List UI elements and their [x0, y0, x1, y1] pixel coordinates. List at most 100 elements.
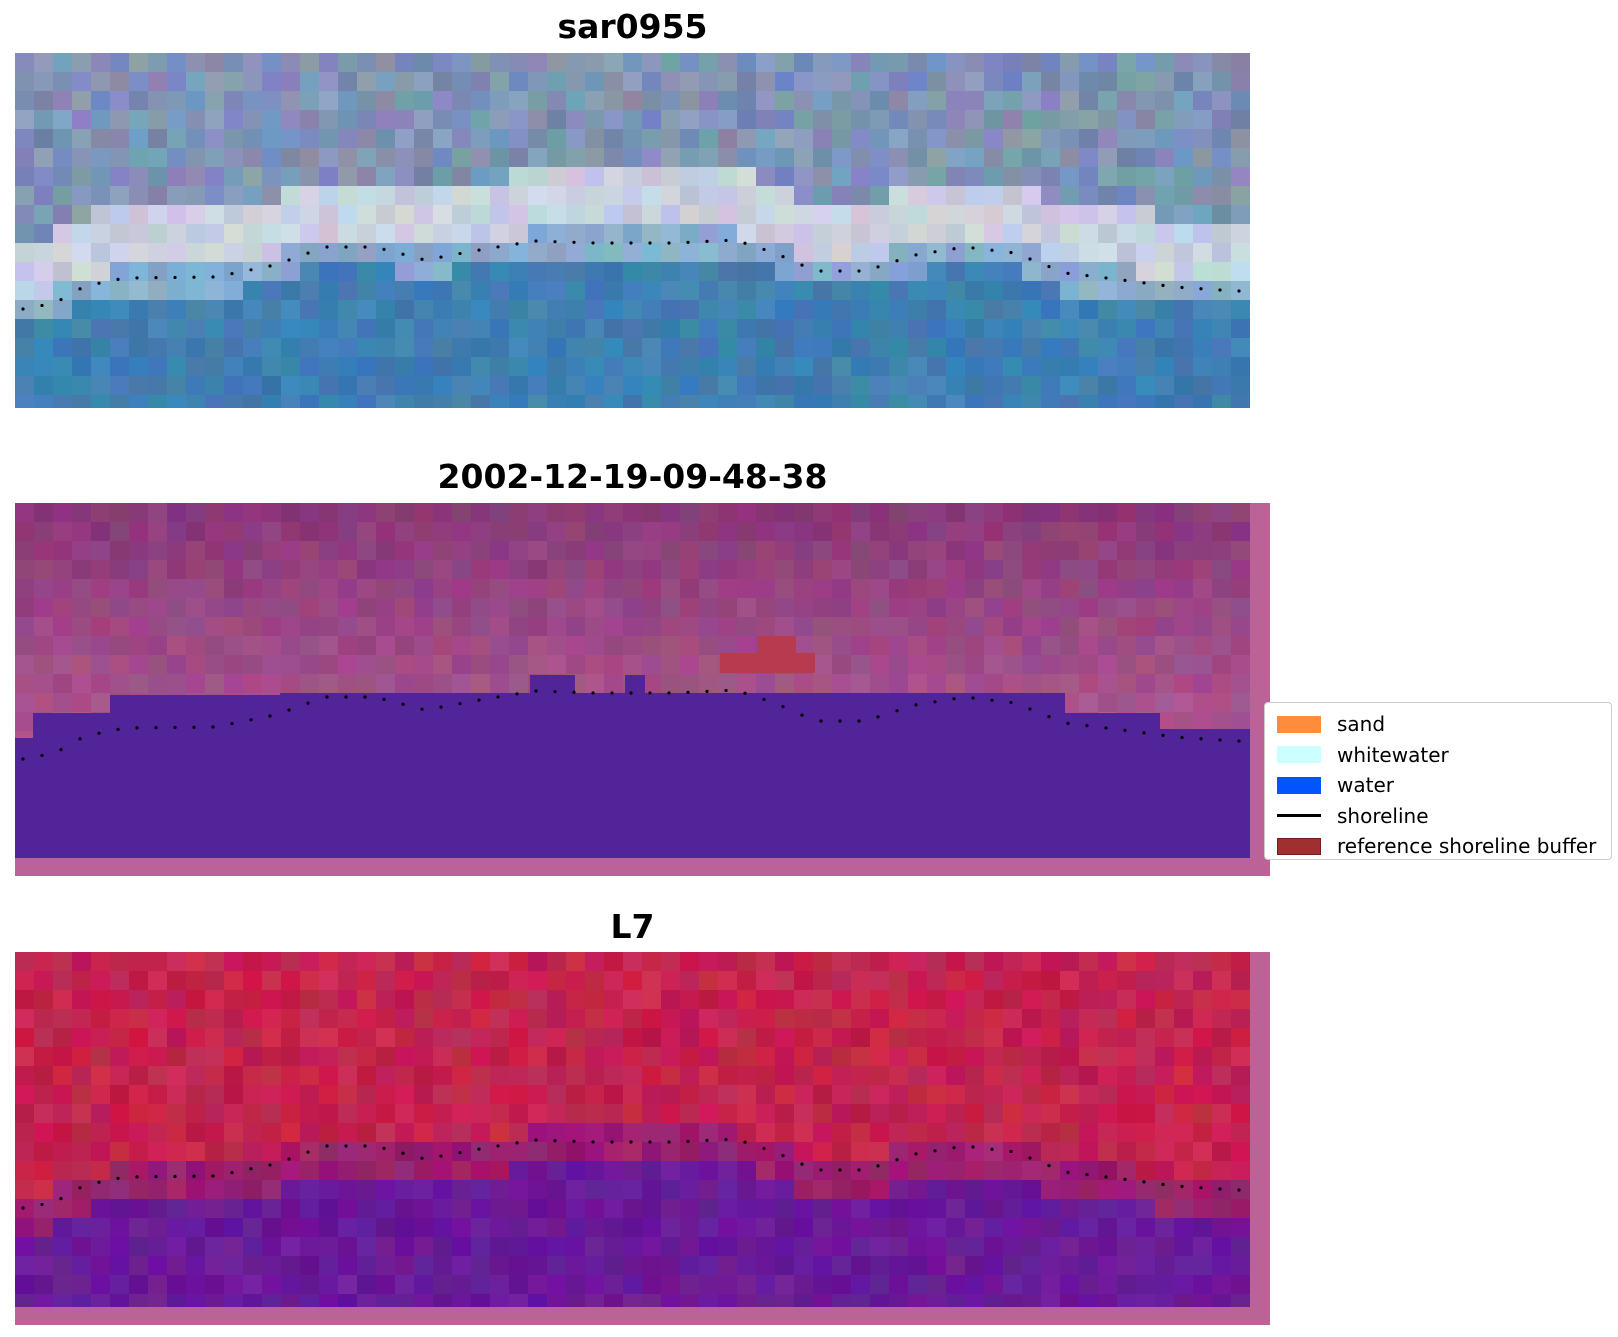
shoreline-point [1218, 738, 1222, 742]
shoreline-point [743, 691, 747, 695]
shoreline-point [553, 1139, 557, 1143]
shoreline-point [1028, 1156, 1032, 1160]
rgb-image-canvas [15, 53, 1250, 408]
shoreline-point [21, 757, 25, 761]
shoreline-point [325, 695, 329, 699]
shoreline-point [515, 242, 519, 246]
shoreline-point [249, 1167, 253, 1171]
shoreline-point [420, 707, 424, 711]
shoreline-point [971, 246, 975, 250]
shoreline-point [857, 719, 861, 723]
legend-label-shoreline: shoreline [1337, 803, 1429, 828]
legend: sand whitewater water shoreline referenc… [1264, 702, 1612, 860]
shoreline-point [534, 239, 538, 243]
shoreline-point [591, 691, 595, 695]
shoreline-point [306, 1150, 310, 1154]
shoreline-point [1123, 728, 1127, 732]
shoreline-point [952, 697, 956, 701]
shoreline-point [78, 287, 82, 291]
shoreline-point [667, 1140, 671, 1144]
shoreline-line-icon [1277, 814, 1321, 818]
shoreline-point [857, 269, 861, 273]
shoreline-point [344, 245, 348, 249]
legend-item-shoreline: shoreline [1275, 801, 1601, 832]
shoreline-point [401, 252, 405, 256]
shoreline-point [1142, 1180, 1146, 1184]
panel-index-image [15, 952, 1250, 1307]
panel-title-1: sar0955 [557, 7, 708, 46]
shoreline-point [382, 247, 386, 251]
shoreline-point [1123, 278, 1127, 282]
shoreline-point [933, 1149, 937, 1153]
sand-swatch-icon [1277, 715, 1321, 733]
shoreline-point [515, 692, 519, 696]
shoreline-point [458, 701, 462, 706]
legend-label-reference-buffer: reference shoreline buffer [1337, 834, 1597, 859]
shoreline-point [40, 753, 44, 758]
shoreline-point [325, 245, 329, 249]
shoreline-point [990, 1147, 994, 1151]
legend-label-water: water [1337, 773, 1394, 798]
shoreline-point [572, 1139, 576, 1143]
shoreline-point [135, 726, 139, 730]
shoreline-point [1028, 257, 1032, 261]
legend-item-whitewater: whitewater [1275, 740, 1601, 771]
shoreline-point [173, 275, 177, 280]
shoreline-point [743, 1140, 747, 1144]
shoreline-point [306, 251, 310, 255]
shoreline-point [477, 1147, 481, 1151]
shoreline-point [667, 241, 671, 245]
shoreline-point [591, 1140, 595, 1144]
shoreline-point [1218, 1187, 1222, 1191]
shoreline-point [819, 719, 823, 723]
shoreline-point [401, 702, 405, 706]
legend-item-sand: sand [1275, 709, 1601, 740]
shoreline-point [21, 1206, 25, 1210]
shoreline-point [116, 1176, 120, 1180]
shoreline-point [572, 240, 576, 244]
shoreline-point [800, 263, 804, 267]
shoreline-point [1218, 288, 1222, 292]
shoreline-point [952, 1146, 956, 1150]
shoreline-point [249, 268, 253, 272]
shoreline-point [1047, 265, 1051, 269]
shoreline-point [990, 698, 994, 702]
shoreline-point [914, 1152, 918, 1156]
shoreline-point [97, 281, 101, 285]
shoreline-point [287, 1157, 291, 1161]
shoreline-point [211, 275, 215, 279]
shoreline-point [21, 307, 25, 311]
shoreline-point [1180, 285, 1184, 290]
shoreline-point [344, 1144, 348, 1148]
shoreline-point [59, 298, 63, 302]
shoreline-point [1085, 724, 1089, 728]
shoreline-point [97, 731, 101, 735]
shoreline-point [1104, 726, 1108, 730]
shoreline-point [268, 1163, 272, 1167]
shoreline-point [268, 264, 272, 268]
shoreline-point [173, 725, 177, 730]
shoreline-point [610, 691, 614, 695]
shoreline-point [515, 1141, 519, 1145]
shoreline-point [1161, 1182, 1165, 1186]
shoreline-point [1085, 1173, 1089, 1177]
panel-rgb-image [15, 53, 1250, 408]
shoreline-point [781, 705, 785, 709]
legend-item-water: water [1275, 770, 1601, 801]
shoreline-point [762, 247, 766, 252]
shoreline-point [154, 276, 158, 280]
shoreline-point [1085, 274, 1089, 278]
water-swatch-icon [1277, 776, 1321, 794]
shoreline-point [1180, 735, 1184, 740]
shoreline-point [686, 1139, 690, 1143]
shoreline-point [610, 241, 614, 245]
shoreline-point [97, 1180, 101, 1184]
shoreline-point [629, 1140, 633, 1144]
shoreline-point [724, 238, 728, 243]
shoreline-point [1066, 721, 1070, 725]
shoreline-point [629, 241, 633, 245]
shoreline-point [268, 714, 272, 718]
shoreline-point [211, 725, 215, 729]
shoreline-point [1009, 1149, 1013, 1154]
shoreline-point [1180, 1184, 1184, 1189]
